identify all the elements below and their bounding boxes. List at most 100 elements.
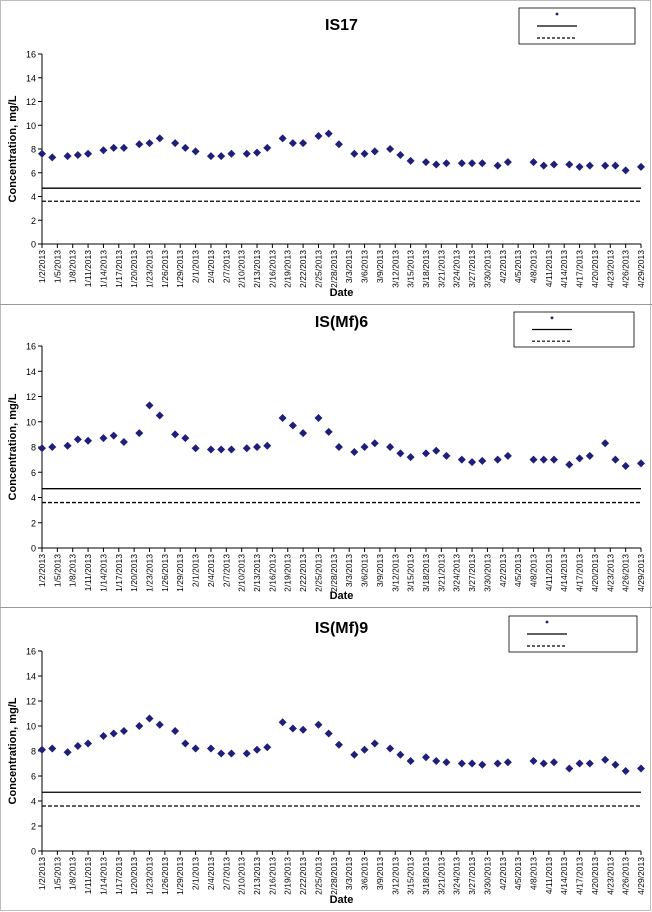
data-point (314, 131, 323, 140)
data-point (350, 149, 359, 158)
data-point (73, 150, 82, 159)
x-tick-label: 3/3/2013 (344, 857, 354, 890)
data-point (38, 149, 46, 158)
x-tick-label: 2/16/2013 (267, 250, 277, 288)
data-point (263, 143, 272, 152)
data-point (206, 744, 215, 753)
x-tick-label: 2/25/2013 (313, 554, 323, 592)
y-tick-label: 4 (31, 192, 36, 202)
x-tick-label: 1/8/2013 (68, 250, 78, 283)
x-tick-label: 1/5/2013 (52, 250, 62, 283)
data-point (637, 764, 645, 773)
x-tick-label: 1/14/2013 (98, 857, 108, 895)
x-tick-label: 2/22/2013 (298, 857, 308, 895)
data-point (478, 159, 487, 168)
data-point (119, 143, 128, 152)
data-point (350, 750, 359, 759)
chart-title: IS17 (325, 17, 358, 34)
data-point (206, 152, 215, 161)
data-point (493, 759, 502, 768)
data-point (468, 759, 477, 768)
x-tick-label: 4/11/2013 (544, 250, 554, 287)
y-axis-label: Concentration, mg/L (7, 697, 19, 804)
data-point (84, 149, 93, 158)
chart-panel-is-mf9: IS(Mf)9 0 2 4 6 8 10 12 14 16 1/2/2013 1/5/2013 1/8/… (0, 608, 652, 911)
data-point (119, 437, 128, 446)
data-point (386, 443, 395, 451)
x-tick-label: 2/7/2013 (221, 857, 231, 890)
data-point (324, 427, 333, 436)
data-point (242, 749, 251, 758)
x-tick-label: 3/15/2013 (406, 857, 416, 895)
x-tick-label: 1/2/2013 (37, 554, 47, 587)
x-tick-label: 1/20/2013 (129, 250, 139, 288)
y-tick-label: 4 (31, 797, 36, 807)
x-tick-label: 2/1/2013 (191, 250, 201, 283)
x-tick-label: 1/2/2013 (37, 857, 47, 890)
data-point (370, 739, 379, 748)
x-tick-label: 2/28/2013 (329, 857, 339, 895)
data-point (217, 749, 226, 758)
data-point (565, 764, 574, 773)
data-point (171, 430, 180, 439)
data-point (432, 160, 441, 169)
x-tick-label: 2/13/2013 (252, 857, 262, 895)
data-point (84, 436, 93, 445)
data-point (334, 740, 343, 749)
data-point (432, 446, 441, 455)
x-tick-label: 4/29/2013 (636, 554, 646, 592)
data-point (442, 159, 451, 168)
data-point (242, 444, 251, 453)
x-tick-label: 4/14/2013 (559, 857, 569, 895)
data-point (442, 451, 451, 460)
chart-panel-is-mf6: IS(Mf)6 0 2 4 6 8 10 12 14 16 1/2/2013 1/5/2013 1/8/… (0, 305, 652, 607)
x-tick-label: 4/17/2013 (575, 554, 585, 592)
data-point (421, 753, 430, 762)
data-point (396, 150, 405, 159)
y-tick-label: 12 (26, 392, 36, 402)
x-tick-label: 2/16/2013 (267, 857, 277, 895)
x-tick-label: 4/29/2013 (636, 857, 646, 895)
data-point (227, 149, 236, 158)
x-tick-label: 1/17/2013 (114, 857, 124, 895)
x-tick-label: 3/21/2013 (436, 250, 446, 288)
data-point (370, 439, 379, 448)
x-tick-label: 1/5/2013 (52, 857, 62, 890)
data-point (191, 744, 200, 753)
data-point (478, 760, 487, 769)
data-point (585, 161, 594, 170)
data-point (155, 134, 164, 143)
data-point (549, 455, 558, 464)
data-point (539, 161, 548, 170)
x-tick-label: 3/24/2013 (452, 857, 462, 895)
x-tick-label: 1/8/2013 (68, 857, 78, 890)
data-point (63, 748, 72, 757)
x-tick-label: 4/8/2013 (528, 857, 538, 890)
x-tick-label: 4/23/2013 (605, 554, 615, 592)
x-tick-label: 3/12/2013 (390, 250, 400, 288)
y-tick-label: 8 (31, 443, 36, 453)
data-point (99, 146, 108, 155)
x-tick-label: 1/14/2013 (98, 250, 108, 288)
data-point (155, 720, 164, 729)
data-point (119, 727, 128, 735)
x-tick-label: 1/5/2013 (52, 554, 62, 587)
x-tick-label: 2/10/2013 (237, 250, 247, 288)
x-tick-label: 3/6/2013 (360, 857, 370, 890)
marker-series (38, 714, 645, 775)
y-tick-label: 8 (31, 145, 36, 155)
x-tick-label: 2/16/2013 (267, 554, 277, 592)
x-tick-label: 1/20/2013 (129, 554, 139, 592)
chart-panel-is17: IS17 0 2 4 6 8 10 12 14 16 1/2/2013 1/5/2013 1/8/201… (0, 0, 652, 304)
x-tick-label: 4/8/2013 (528, 554, 538, 587)
x-tick-label: 4/14/2013 (559, 250, 569, 288)
x-tick-label: 1/11/2013 (83, 554, 93, 591)
data-point (181, 143, 190, 152)
x-tick-label: 4/5/2013 (513, 250, 523, 283)
x-tick-label: 3/12/2013 (390, 857, 400, 895)
x-tick-label: 3/9/2013 (375, 250, 385, 283)
data-point (539, 759, 548, 768)
data-point (84, 739, 93, 748)
data-point (386, 145, 395, 153)
data-point (539, 455, 548, 464)
